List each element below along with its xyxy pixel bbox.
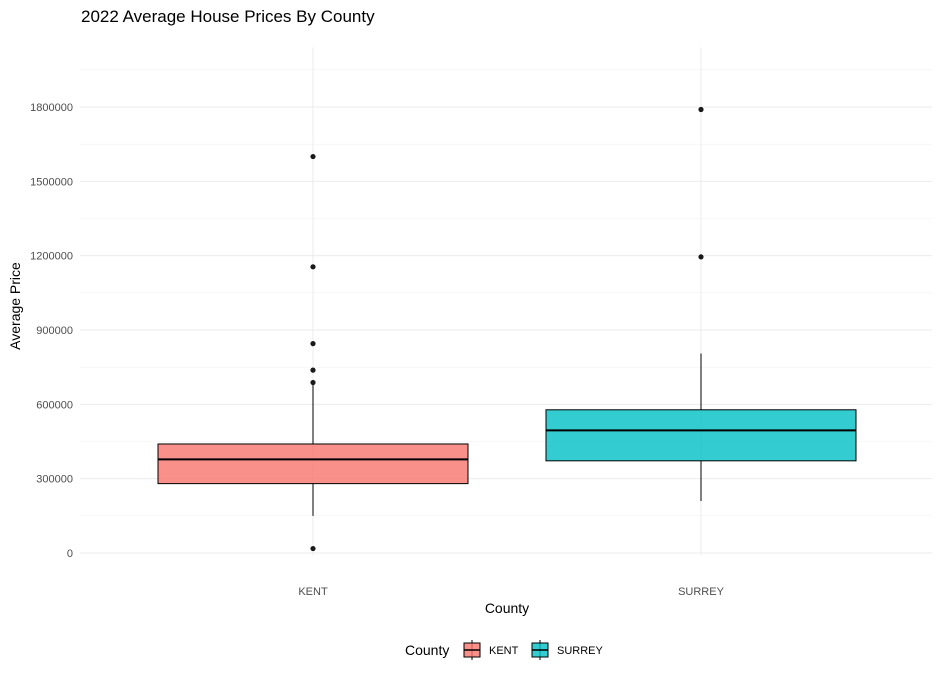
grid [80, 47, 932, 556]
iqr-box [157, 443, 469, 485]
legend-key-kent [463, 640, 481, 660]
y-axis-ticks: 0 300000 600000 900000 1200000 1500000 1800000 [30, 102, 73, 560]
y-tick-label: 900000 [36, 325, 73, 337]
x-tick-label: KENT [298, 586, 328, 598]
x-axis-title: County [485, 600, 529, 616]
legend-label: KENT [489, 645, 519, 657]
boxes [157, 106, 857, 552]
y-tick-label: 600000 [36, 399, 73, 411]
y-axis-title: Average Price [7, 262, 23, 350]
chart-title: 2022 Average House Prices By County [81, 7, 375, 26]
x-axis-ticks: KENT SURREY [298, 586, 724, 598]
outlier-point [310, 379, 316, 386]
outlier-point [310, 341, 316, 347]
y-tick-label: 300000 [36, 474, 73, 486]
y-tick-label: 1200000 [30, 251, 73, 263]
y-tick-label: 0 [67, 548, 73, 560]
legend: County KENT SURREY [405, 640, 604, 660]
legend-key-surrey [531, 640, 549, 660]
outlier-point [698, 254, 704, 260]
legend-title: County [405, 642, 449, 658]
outlier-point [310, 367, 316, 373]
iqr-box [545, 409, 857, 462]
y-tick-label: 1500000 [30, 176, 73, 188]
legend-label: SURREY [557, 645, 604, 657]
box-surrey [545, 106, 857, 501]
outlier-point [698, 106, 704, 113]
outlier-point [310, 153, 316, 160]
outlier-point [310, 545, 316, 552]
box-kent [157, 153, 469, 552]
outlier-point [310, 264, 316, 270]
y-tick-label: 1800000 [30, 102, 73, 114]
x-tick-label: SURREY [678, 586, 725, 598]
